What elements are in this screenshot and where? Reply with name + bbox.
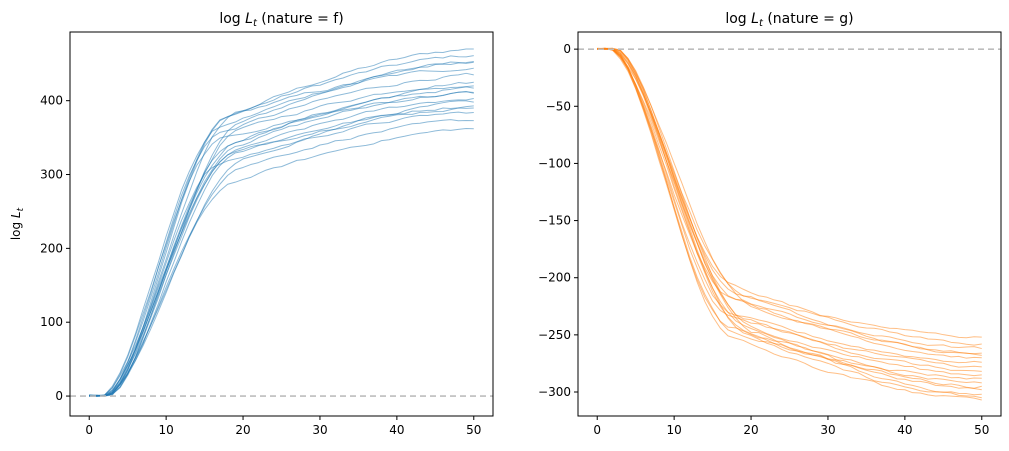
right-panel-g: 0 10 20 30 40 50 0 −50 −100 −150 −200 −250 −300 log L… [538,11,1002,437]
series-line [89,97,474,397]
x-tick-label: 20 [743,423,758,437]
axes-frame [69,31,494,417]
series-line [89,100,474,397]
series-line [597,48,982,389]
x-tick-label: 10 [158,423,173,437]
series-line [597,47,982,401]
series-line [597,48,982,356]
series-line [89,111,474,397]
y-tick-label: −50 [546,99,571,113]
series-group [89,48,474,397]
x-tick-label: 50 [974,423,989,437]
series-line [89,85,474,397]
series-line [597,48,982,339]
series-line [597,47,982,377]
series-line [89,107,474,397]
y-tick-label: 300 [40,168,63,182]
series-line [597,47,982,396]
series-line [89,55,474,397]
y-tick-label: −250 [538,328,571,342]
series-line [89,67,474,397]
x-tick-label: 40 [897,423,912,437]
x-tick-label: 20 [235,423,250,437]
series-line [89,91,474,397]
x-tick-label: 10 [666,423,681,437]
series-line [597,48,982,355]
y-axis-label: log Lt [9,207,26,240]
series-line [89,81,474,397]
x-tick-label: 50 [466,423,481,437]
y-tick-label: −300 [538,385,571,399]
series-group [597,47,982,401]
series-line [89,61,474,397]
series-line [597,47,982,359]
left-panel-f: 0 10 20 30 40 50 0 100 200 300 400 log Lt (nature =… [9,11,494,437]
x-tick-label: 30 [312,423,327,437]
series-line [89,72,474,397]
series-line [597,47,982,364]
x-tick-label: 40 [389,423,404,437]
series-line [89,91,474,397]
series-line [597,47,982,350]
series-line [89,128,474,397]
series-line [597,47,982,346]
y-tick-label: 400 [40,94,63,108]
x-tick-label: 30 [820,423,835,437]
y-tick-label: 100 [40,315,63,329]
series-line [89,105,474,397]
x-tick-label: 0 [593,423,601,437]
series-line [597,47,982,391]
chart-title: log Lt (nature = f) [219,11,343,29]
y-tick-label: 0 [55,389,63,403]
chart-title: log Lt (nature = g) [725,11,853,29]
y-tick-label: 200 [40,241,63,255]
series-line [89,119,474,397]
series-line [597,47,982,368]
series-line [89,48,474,396]
series-line [89,86,474,397]
y-tick-label: 0 [563,42,571,56]
y-tick-label: −150 [538,214,571,228]
series-line [597,47,982,372]
series-line [597,48,982,399]
axes-frame [577,31,1002,417]
y-tick-label: −200 [538,271,571,285]
x-tick-label: 0 [85,423,93,437]
series-line [89,61,474,396]
y-tick-label: −100 [538,156,571,170]
